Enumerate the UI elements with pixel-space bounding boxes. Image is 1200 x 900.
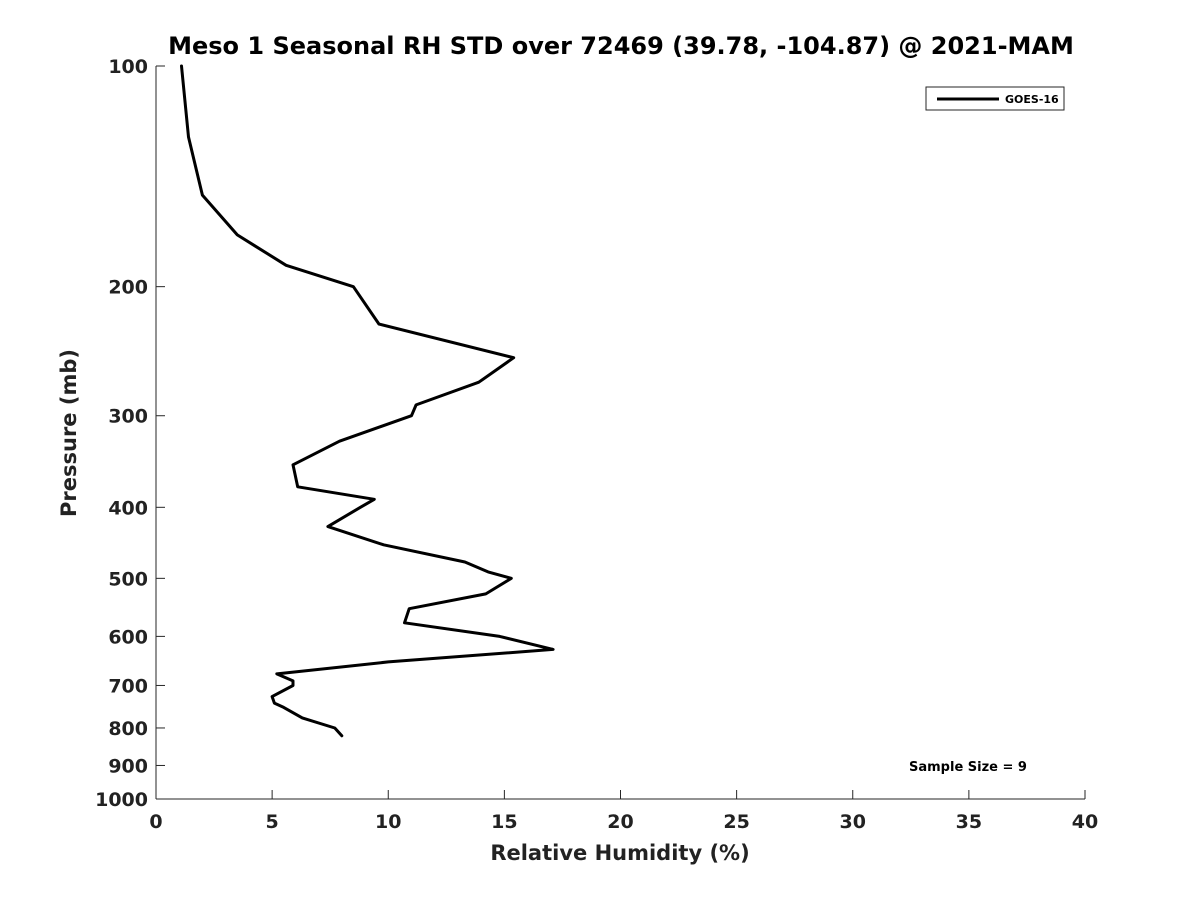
y-tick-label: 100 (108, 56, 148, 78)
series-layer (180, 64, 555, 738)
y-tick-label: 800 (108, 718, 148, 740)
plot-area (155, 66, 1085, 800)
y-tick-label: 700 (108, 675, 148, 697)
y-axis-label: Pressure (mb) (57, 349, 81, 517)
y-tick-label: 500 (108, 568, 148, 590)
legend-label-goes16: GOES-16 (1005, 93, 1059, 106)
y-ticks: 100 200 300 400 500 600 700 800 900 1000 (95, 56, 165, 811)
y-tick-label: 300 (108, 406, 148, 428)
x-tick-label: 10 (375, 811, 401, 833)
y-tick-label: 600 (108, 626, 148, 648)
x-tick-label: 5 (266, 811, 279, 833)
x-tick-label: 30 (840, 811, 866, 833)
series-line-goes16 (180, 64, 555, 738)
x-tick-label: 25 (723, 811, 749, 833)
y-tick-label: 900 (108, 755, 148, 777)
y-tick-label: 400 (108, 497, 148, 519)
legend: GOES-16 (925, 86, 1065, 111)
x-tick-label: 40 (1072, 811, 1098, 833)
x-tick-label: 20 (607, 811, 633, 833)
y-tick-label: 1000 (95, 789, 148, 811)
sample-size-annotation: Sample Size = 9 (909, 760, 1027, 775)
x-tick-label: 35 (956, 811, 982, 833)
x-tick-label: 0 (149, 811, 162, 833)
chart-title: Meso 1 Seasonal RH STD over 72469 (39.78… (168, 32, 1074, 60)
x-axis-label: Relative Humidity (%) (490, 841, 749, 865)
x-tick-label: 15 (491, 811, 517, 833)
y-tick-label: 200 (108, 277, 148, 299)
x-ticks: 0 5 10 15 20 25 30 35 40 (149, 790, 1098, 833)
